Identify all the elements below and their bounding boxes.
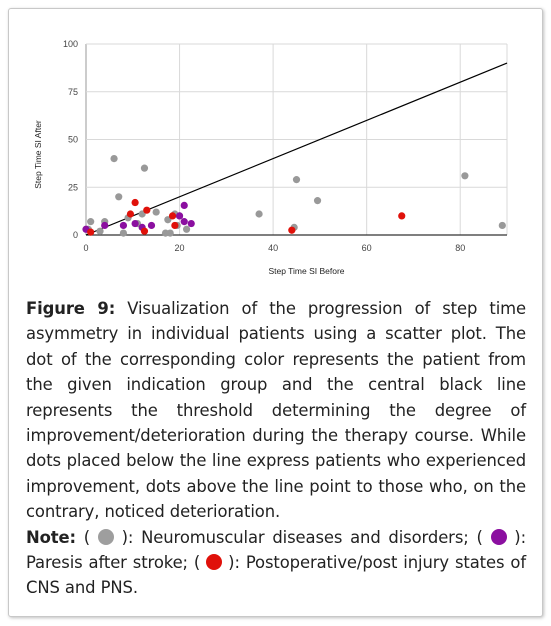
data-point bbox=[498, 221, 506, 230]
data-point bbox=[166, 229, 174, 237]
note-open: ( bbox=[76, 527, 98, 547]
caption-body: Figure 9: Visualization of the progressi… bbox=[26, 299, 526, 521]
data-point bbox=[87, 218, 95, 226]
data-point bbox=[171, 221, 179, 230]
data-point bbox=[119, 229, 128, 237]
data-point bbox=[187, 219, 195, 228]
data-point bbox=[255, 210, 263, 218]
data-point bbox=[288, 226, 296, 234]
red-dot-icon bbox=[206, 554, 223, 571]
data-point bbox=[143, 206, 151, 214]
x-tick-label: 0 bbox=[83, 243, 88, 253]
data-point bbox=[115, 193, 123, 201]
data-point bbox=[152, 208, 160, 216]
data-point bbox=[126, 210, 135, 218]
y-tick-label: 50 bbox=[68, 135, 78, 145]
y-axis-title: Step Time SI After bbox=[33, 120, 43, 189]
figure-label: Figure 9: bbox=[26, 299, 116, 318]
data-point bbox=[96, 227, 104, 235]
data-point bbox=[175, 212, 184, 220]
purple-dot-icon bbox=[490, 528, 507, 545]
data-point bbox=[140, 164, 149, 172]
data-point bbox=[313, 197, 322, 205]
x-tick-label: 60 bbox=[362, 243, 372, 253]
note-label: Note: bbox=[26, 527, 76, 547]
tick-labels: 0 20 40 60 80 0 25 50 75 100 bbox=[63, 39, 465, 253]
data-point bbox=[147, 221, 156, 230]
caption-note: Note: ( ): Neuromuscular diseases and di… bbox=[26, 528, 526, 598]
data-points bbox=[82, 155, 506, 237]
data-point bbox=[292, 176, 301, 184]
data-point bbox=[461, 172, 469, 180]
y-tick-label: 75 bbox=[68, 87, 78, 97]
data-point bbox=[398, 212, 406, 220]
figure-text: Visualization of the progression of step… bbox=[26, 299, 527, 522]
data-point bbox=[101, 221, 109, 230]
data-point bbox=[180, 201, 188, 209]
data-point bbox=[140, 227, 149, 235]
data-point bbox=[119, 221, 128, 230]
note-text-3: ): Postoperative/post injury states of C… bbox=[26, 553, 526, 598]
figure-frame bbox=[8, 8, 543, 617]
y-tick-label: 100 bbox=[63, 39, 78, 49]
grid bbox=[85, 43, 508, 236]
data-point bbox=[180, 218, 188, 226]
threshold-line bbox=[85, 62, 508, 236]
data-point bbox=[110, 155, 118, 163]
note-text-1: ): Neuromuscular diseases and disorders;… bbox=[113, 527, 491, 547]
data-point bbox=[131, 219, 139, 228]
x-tick-label: 40 bbox=[268, 243, 278, 253]
figure-caption: Figure 9: Visualization of the progressi… bbox=[26, 296, 526, 601]
y-tick-label: 0 bbox=[73, 230, 78, 240]
note-text-2: ): Paresis after stroke; ( bbox=[26, 527, 527, 573]
x-tick-label: 80 bbox=[455, 243, 465, 253]
data-point bbox=[87, 228, 95, 236]
data-point bbox=[131, 198, 139, 207]
gray-dot-icon bbox=[97, 528, 114, 545]
x-axis-title: Step Time SI Before bbox=[268, 266, 344, 276]
y-tick-label: 25 bbox=[68, 182, 78, 192]
x-tick-label: 20 bbox=[175, 243, 185, 253]
data-point bbox=[168, 212, 177, 220]
data-point bbox=[182, 225, 191, 233]
